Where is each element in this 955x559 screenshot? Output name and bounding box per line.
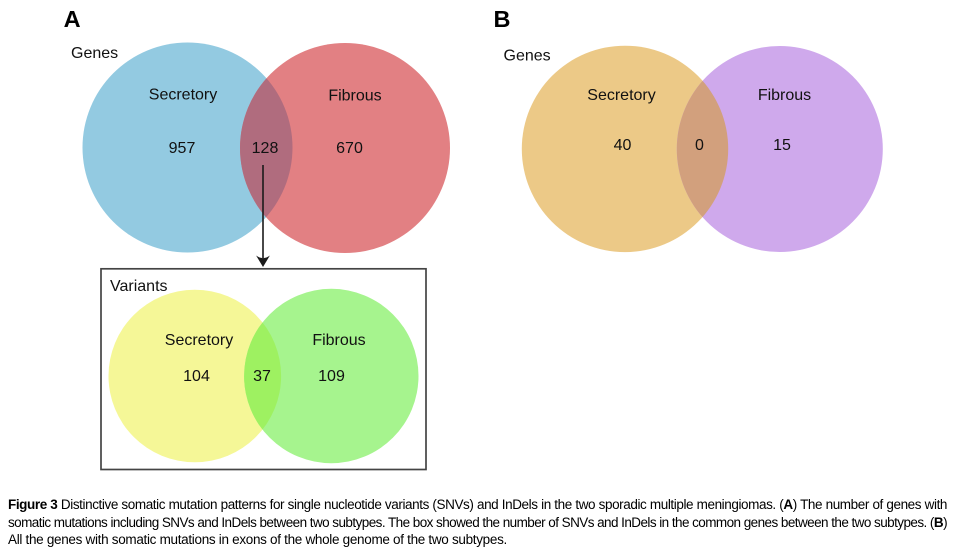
svg-text:40: 40 [614,137,632,154]
svg-text:670: 670 [336,140,363,157]
svg-text:Secretory: Secretory [149,87,217,104]
svg-text:Fibrous: Fibrous [312,332,365,349]
svg-text:Fibrous: Fibrous [328,87,381,104]
svg-text:Fibrous: Fibrous [758,87,811,104]
svg-text:Secretory: Secretory [587,87,655,104]
svg-text:37: 37 [253,368,271,385]
svg-text:15: 15 [773,137,791,154]
svg-text:Genes: Genes [71,45,118,62]
svg-text:0: 0 [695,137,704,154]
svg-text:Secretory: Secretory [165,332,233,349]
svg-text:Variants: Variants [110,278,168,295]
svg-text:104: 104 [183,368,210,385]
svg-text:109: 109 [318,368,345,385]
svg-text:B: B [494,6,511,32]
svg-text:A: A [64,6,81,32]
svg-text:Genes: Genes [504,48,551,65]
svg-text:128: 128 [252,140,279,157]
svg-text:957: 957 [169,140,196,157]
